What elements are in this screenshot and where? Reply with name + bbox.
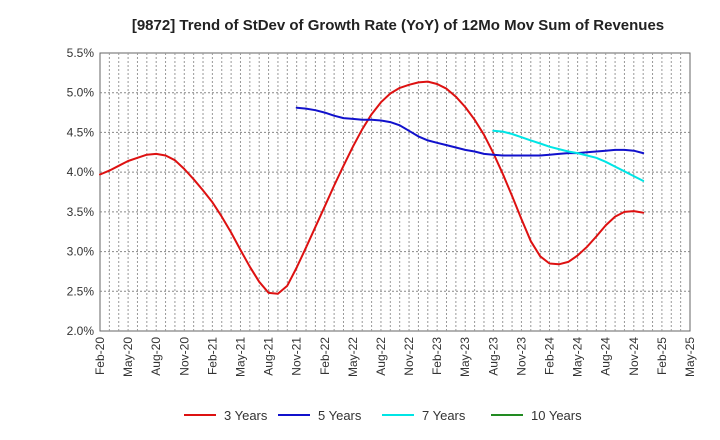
series-line-7-years	[492, 129, 645, 182]
x-tick-label: Feb-22	[318, 337, 332, 375]
series-line-3-years	[99, 80, 645, 295]
x-tick-label: Feb-24	[543, 337, 557, 375]
x-tick-label: Feb-23	[430, 337, 444, 375]
x-tick-label: May-23	[458, 337, 472, 377]
plot-area	[99, 52, 691, 332]
x-tick-label: Aug-21	[262, 337, 276, 376]
x-tick-label: May-21	[233, 337, 247, 377]
y-tick-label: 4.0%	[67, 165, 95, 179]
y-tick-label: 3.0%	[67, 245, 95, 259]
y-axis: 2.0% 2.5% 3.0% 3.5% 4.0% 4.5% 5.0% 5.5%	[67, 46, 95, 338]
x-tick-label: Aug-22	[374, 337, 388, 376]
x-tick-label: Nov-24	[627, 337, 641, 376]
y-tick-label: 5.5%	[67, 46, 95, 60]
x-tick-label: Feb-20	[93, 337, 107, 375]
x-tick-label: May-25	[683, 337, 697, 377]
legend-label: 10 Years	[531, 408, 582, 423]
x-tick-label: Nov-23	[514, 337, 528, 376]
x-tick-label: Feb-25	[655, 337, 669, 375]
x-tick-label: Nov-22	[402, 337, 416, 376]
x-tick-label: Nov-21	[290, 337, 304, 376]
y-tick-label: 5.0%	[67, 86, 95, 100]
x-tick-label: May-24	[571, 337, 585, 377]
x-tick-label: May-20	[121, 337, 135, 377]
x-tick-label: Aug-23	[486, 337, 500, 376]
y-tick-label: 3.5%	[67, 205, 95, 219]
chart-title: [9872] Trend of StDev of Growth Rate (Yo…	[132, 17, 664, 34]
x-axis: Feb-20 May-20 Aug-20 Nov-20 Feb-21 May-21 Aug-…	[93, 337, 697, 377]
x-tick-label: May-22	[346, 337, 360, 377]
legend-label: 7 Years	[422, 408, 466, 423]
y-tick-label: 4.5%	[67, 125, 95, 139]
series-group	[99, 80, 645, 295]
series-line-5-years	[295, 106, 645, 157]
x-tick-label: Nov-20	[177, 337, 191, 376]
y-tick-label: 2.0%	[67, 324, 95, 338]
x-tick-label: Feb-21	[205, 337, 219, 375]
x-tick-label: Aug-20	[149, 337, 163, 376]
x-tick-label: Aug-24	[599, 337, 613, 376]
legend-label: 5 Years	[318, 408, 362, 423]
legend: 3 Years 5 Years 7 Years 10 Years	[184, 408, 582, 423]
legend-label: 3 Years	[224, 408, 268, 423]
y-tick-label: 2.5%	[67, 284, 95, 298]
